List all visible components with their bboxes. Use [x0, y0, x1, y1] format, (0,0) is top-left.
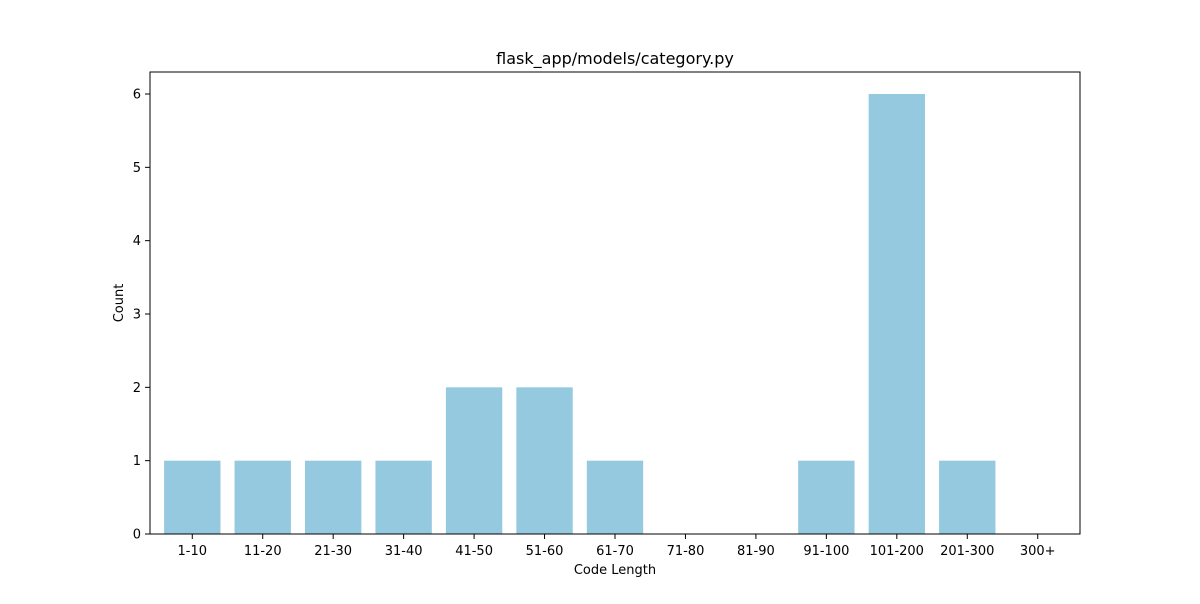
bar-51-60 [516, 387, 573, 534]
x-tick-label: 300+ [1020, 544, 1056, 559]
x-tick-label: 11-20 [244, 544, 282, 559]
x-tick-label: 101-200 [870, 544, 924, 559]
bar-21-30 [305, 460, 362, 534]
x-axis-ticks: 1-10 11-20 21-30 31-40 41-50 51-60 61-70 71-80 8… [178, 534, 1056, 559]
x-tick-label: 91-100 [803, 544, 849, 559]
x-tick-label: 51-60 [526, 544, 564, 559]
y-tick-label: 0 [133, 528, 141, 543]
x-tick-label: 31-40 [385, 544, 423, 559]
chart-title: flask_app/models/category.py [496, 49, 734, 69]
x-tick-label: 21-30 [314, 544, 352, 559]
bar-91-100 [798, 460, 855, 534]
bar-201-300 [939, 460, 996, 534]
bar-11-20 [234, 460, 291, 534]
x-tick-label: 41-50 [455, 544, 493, 559]
bar-41-50 [445, 387, 503, 534]
x-tick-label: 81-90 [737, 544, 775, 559]
x-tick-label: 71-80 [667, 544, 705, 559]
bars-group [164, 94, 996, 534]
bar-101-200 [868, 94, 925, 534]
y-tick-label: 6 [133, 88, 141, 103]
x-tick-label: 61-70 [596, 544, 634, 559]
y-axis-ticks: 0 1 2 3 4 5 6 [133, 88, 150, 543]
y-tick-label: 1 [133, 454, 141, 469]
x-axis-label: Code Length [574, 563, 656, 578]
y-tick-label: 2 [133, 381, 141, 396]
bar-1-10 [164, 460, 221, 534]
y-axis-label: Count [112, 284, 127, 323]
y-tick-label: 5 [133, 161, 141, 176]
y-tick-label: 3 [133, 308, 141, 323]
plot-frame [149, 71, 1081, 535]
x-tick-label: 201-300 [940, 544, 994, 559]
x-tick-label: 1-10 [178, 544, 208, 559]
bar-61-70 [586, 460, 644, 534]
y-tick-label: 4 [133, 234, 141, 249]
bar-31-40 [375, 460, 432, 534]
